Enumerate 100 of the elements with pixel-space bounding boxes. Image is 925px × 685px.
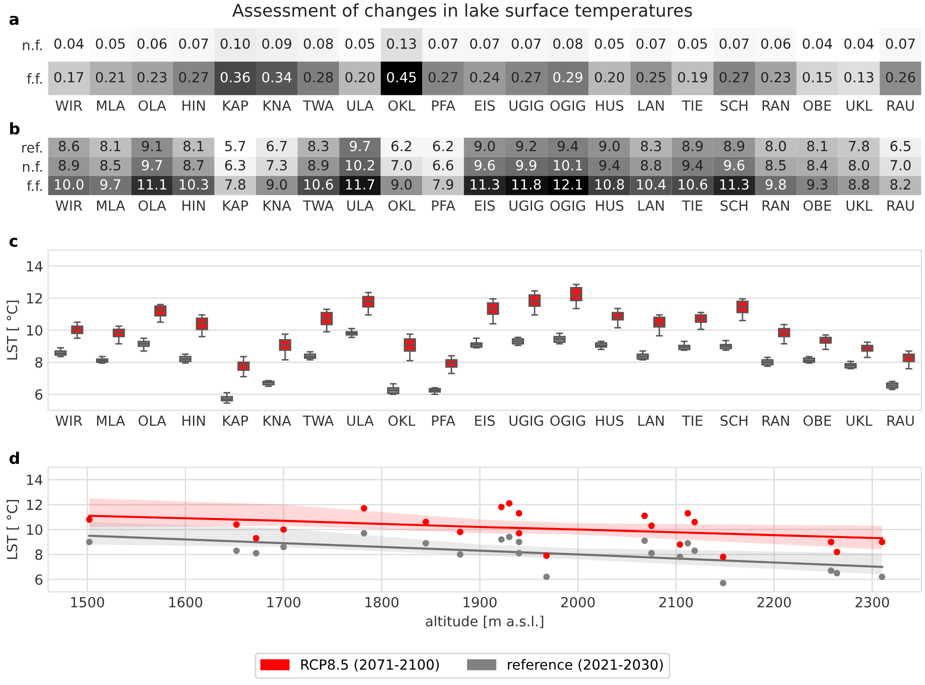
data-label: 9.1 bbox=[142, 140, 162, 152]
legend-label: RCP8.5 (2071-2100) bbox=[301, 659, 439, 672]
x-tick-label: KNA bbox=[264, 200, 292, 211]
data-label: 9.7 bbox=[142, 160, 162, 170]
x-tick-label: MLA bbox=[97, 416, 126, 426]
data-label: 0.06 bbox=[138, 38, 167, 49]
data-label: 8.0 bbox=[848, 160, 870, 170]
point bbox=[360, 530, 368, 536]
point bbox=[456, 528, 464, 536]
data-label: 9.3 bbox=[807, 179, 828, 190]
point bbox=[86, 538, 93, 546]
data-label: 0.15 bbox=[802, 72, 832, 82]
data-label: 9.7 bbox=[350, 140, 370, 152]
data-label: 0.04 bbox=[844, 38, 874, 49]
x-tick-label: TIE bbox=[682, 416, 702, 426]
x-tick-label: OBE bbox=[804, 100, 832, 111]
data-label: 9.8 bbox=[766, 179, 786, 190]
x-tick-label: HUS bbox=[596, 415, 624, 426]
data-label: 7.3 bbox=[266, 160, 287, 170]
chart-subtitle: c bbox=[9, 238, 18, 247]
y-tick-label: f.f. bbox=[26, 73, 42, 84]
x-tick-label: 1500 bbox=[71, 596, 104, 608]
x-tick-label: 2000 bbox=[561, 596, 595, 608]
x-tick-label: OBE bbox=[804, 200, 832, 211]
x-tick-label: TIE bbox=[682, 200, 702, 211]
data-label: 0.06 bbox=[761, 38, 790, 49]
data-label: 0.04 bbox=[54, 38, 84, 49]
x-tick-label: KAP bbox=[223, 100, 248, 111]
chart-subtitle: a bbox=[9, 16, 18, 25]
x-tick-label: PFA bbox=[432, 100, 456, 111]
chart-subtitle: d bbox=[10, 452, 19, 464]
x-tick-label: OKL bbox=[388, 100, 416, 111]
point bbox=[834, 570, 840, 576]
point bbox=[516, 550, 522, 556]
point bbox=[280, 544, 287, 550]
point bbox=[543, 552, 550, 559]
data-label: 0.07 bbox=[179, 38, 208, 49]
data-label: 10.3 bbox=[180, 179, 208, 190]
point bbox=[828, 567, 834, 574]
data-label: 9.2 bbox=[516, 140, 536, 152]
x-tick-label: TWA bbox=[302, 200, 334, 211]
data-label: 0.45 bbox=[386, 72, 416, 82]
data-label: 8.3 bbox=[308, 140, 328, 152]
x-tick-label: WIR bbox=[56, 416, 82, 426]
point bbox=[456, 551, 464, 558]
x-tick-label: TWA bbox=[302, 416, 334, 426]
data-label: 8.9 bbox=[724, 140, 744, 152]
data-label: 0.05 bbox=[345, 38, 374, 49]
x-tick-label: EIS bbox=[475, 415, 495, 426]
data-label: 8.6 bbox=[58, 140, 80, 152]
data-label: 8.8 bbox=[640, 160, 662, 170]
x-tick-label: MLA bbox=[97, 200, 126, 211]
point bbox=[828, 538, 834, 546]
data-label: 0.24 bbox=[470, 72, 500, 82]
data-label: 10.1 bbox=[554, 160, 582, 170]
x-tick-label: HUS bbox=[596, 100, 624, 111]
x-tick-label: 2200 bbox=[757, 596, 791, 608]
data-label: 0.36 bbox=[220, 72, 250, 82]
x-tick-label: 1900 bbox=[464, 596, 497, 608]
data-label: 5.7 bbox=[225, 140, 246, 152]
point bbox=[676, 554, 684, 560]
point bbox=[648, 550, 655, 556]
x-axis-title: altitude [m a.s.l.] bbox=[426, 616, 544, 628]
data-label: 9.0 bbox=[599, 140, 620, 152]
x-tick-label: LAN bbox=[638, 416, 664, 426]
point bbox=[498, 536, 505, 543]
data-label: 9.0 bbox=[391, 179, 412, 190]
point bbox=[422, 518, 430, 526]
data-label: 0.07 bbox=[512, 38, 541, 49]
point bbox=[252, 534, 260, 542]
data-label: 8.2 bbox=[890, 179, 910, 190]
y-tick-label: 8 bbox=[35, 357, 42, 368]
x-tick-label: UKL bbox=[846, 416, 872, 426]
data-label: 10.4 bbox=[637, 179, 666, 190]
data-label: 6.5 bbox=[890, 140, 910, 152]
point bbox=[506, 534, 512, 540]
point bbox=[86, 516, 93, 523]
data-label: 6.3 bbox=[225, 160, 246, 170]
x-tick-label: KNA bbox=[264, 416, 292, 426]
x-tick-label: OKL bbox=[388, 200, 416, 211]
x-tick-label: UKL bbox=[846, 100, 872, 111]
data-label: 6.7 bbox=[266, 140, 287, 152]
x-tick-label: OGIG bbox=[550, 415, 585, 426]
data-label: 0.05 bbox=[678, 38, 707, 49]
x-tick-label: MLA bbox=[97, 100, 126, 111]
data-label: 0.27 bbox=[179, 72, 208, 82]
data-label: 0.23 bbox=[761, 72, 790, 82]
data-label: 10.6 bbox=[304, 179, 333, 190]
data-label: 8.3 bbox=[640, 140, 661, 152]
point bbox=[720, 580, 726, 586]
point bbox=[684, 540, 692, 546]
y-tick-label: 12 bbox=[27, 500, 42, 510]
data-label: 0.19 bbox=[678, 72, 708, 82]
x-tick-label: OGIG bbox=[550, 100, 585, 111]
x-tick-label: KAP bbox=[223, 200, 248, 211]
data-label: 9.7 bbox=[100, 179, 120, 190]
data-label: 0.21 bbox=[96, 72, 125, 82]
x-tick-label: KNA bbox=[264, 100, 292, 111]
point bbox=[233, 521, 240, 528]
data-label: 0.20 bbox=[345, 72, 374, 82]
